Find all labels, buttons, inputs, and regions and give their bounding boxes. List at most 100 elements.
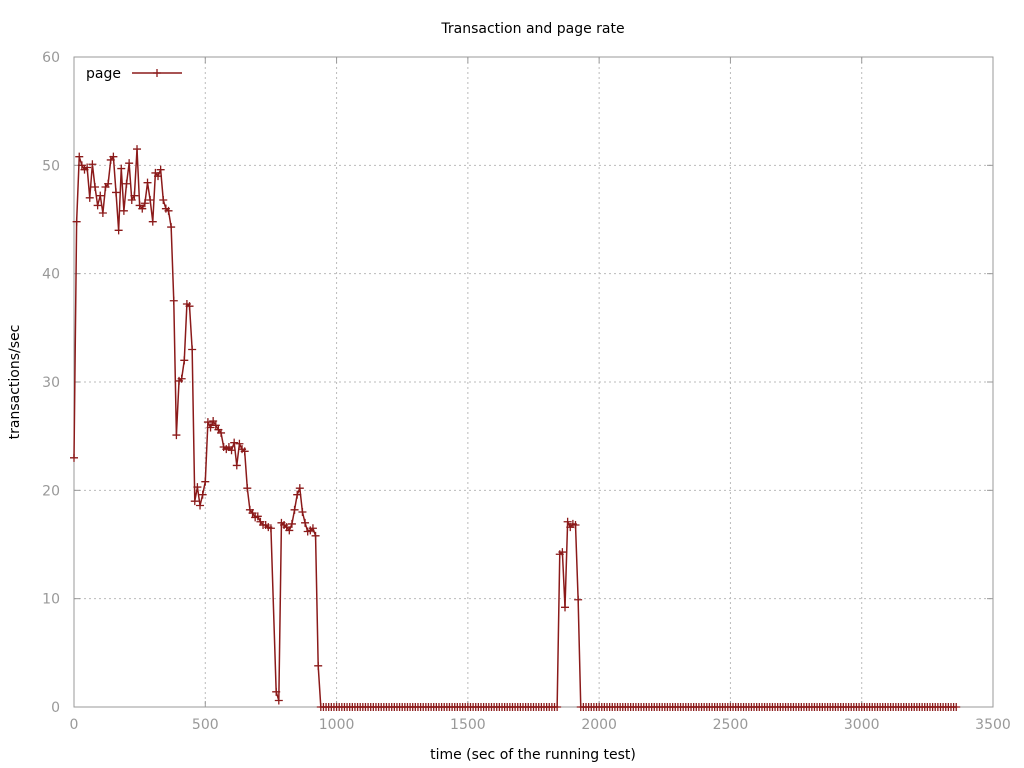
data-point <box>558 548 567 557</box>
data-point <box>119 206 128 215</box>
data-point <box>180 356 189 365</box>
data-point <box>112 188 121 197</box>
data-point <box>164 206 173 215</box>
data-point <box>311 531 320 540</box>
data-point <box>125 159 134 168</box>
data-point <box>140 199 149 208</box>
data-point <box>285 526 294 535</box>
legend-marker-page <box>153 69 161 77</box>
data-point <box>91 183 100 191</box>
data-point <box>561 603 570 612</box>
data-point <box>177 374 186 383</box>
data-point <box>211 421 220 430</box>
data-point <box>127 196 136 204</box>
data-point <box>198 490 207 499</box>
data-point <box>553 703 562 711</box>
data-point <box>227 446 236 455</box>
data-point <box>98 209 107 217</box>
data-point <box>574 595 583 604</box>
data-point <box>169 296 178 305</box>
data-point <box>209 417 218 425</box>
x-tick-label-3000: 3000 <box>844 717 880 733</box>
data-point <box>72 217 81 226</box>
y-tick-label-40: 40 <box>42 267 60 283</box>
series-layer <box>70 145 961 711</box>
data-point <box>146 196 155 204</box>
y-axis-title: transactions/sec <box>7 325 23 440</box>
data-point <box>232 461 241 470</box>
data-point <box>185 302 194 311</box>
data-point <box>193 483 202 492</box>
data-point <box>167 223 176 232</box>
data-point <box>77 161 86 170</box>
y-tick-label-60: 60 <box>42 50 60 66</box>
grid-layer <box>74 57 993 707</box>
data-point <box>295 484 304 493</box>
x-tick-label-1000: 1000 <box>319 717 355 733</box>
data-point <box>156 165 165 174</box>
data-point <box>235 439 244 448</box>
data-point <box>248 509 257 518</box>
data-point <box>217 428 226 437</box>
y-tick-label-20: 20 <box>42 483 60 499</box>
data-point <box>133 145 142 154</box>
data-point <box>93 201 102 210</box>
series-markers-page <box>70 145 961 711</box>
x-tick-label-500: 500 <box>192 717 219 733</box>
tick-labels-layer: 0 500 1000 1500 2000 2500 3000 3500 0 10 20 30 40 50 6… <box>42 50 1011 733</box>
data-point <box>130 191 139 200</box>
data-point <box>203 418 212 427</box>
legend-label-page: page <box>86 66 121 82</box>
data-point <box>143 178 152 187</box>
data-point <box>230 438 239 447</box>
chart-title: Transaction and page rate <box>440 21 624 37</box>
data-point <box>83 163 92 172</box>
y-tick-label-0: 0 <box>51 700 60 716</box>
y-tick-label-30: 30 <box>42 375 60 391</box>
data-point <box>293 490 302 499</box>
data-point <box>240 447 249 456</box>
data-point <box>201 477 210 486</box>
y-tick-label-10: 10 <box>42 592 60 608</box>
data-point <box>138 204 147 213</box>
x-tick-label-2500: 2500 <box>713 717 749 733</box>
data-point <box>272 687 281 696</box>
x-axis-title: time (sec of the running test) <box>430 747 636 763</box>
series-line-page <box>73 148 957 708</box>
data-point <box>159 196 168 204</box>
legend: page <box>86 66 182 82</box>
data-point <box>75 152 84 161</box>
data-point <box>70 453 78 462</box>
data-point <box>206 423 215 432</box>
data-point <box>172 431 181 440</box>
data-point <box>196 501 205 510</box>
data-point <box>308 524 317 533</box>
data-point <box>85 193 94 202</box>
data-point <box>122 179 131 188</box>
data-point <box>243 484 252 493</box>
data-point <box>314 661 323 670</box>
data-point <box>274 696 283 705</box>
x-tick-label-1500: 1500 <box>450 717 486 733</box>
data-point <box>266 524 275 533</box>
x-tick-label-0: 0 <box>70 717 79 733</box>
x-tick-label-3500: 3500 <box>975 717 1011 733</box>
data-point <box>253 512 262 521</box>
data-point <box>571 521 580 529</box>
data-point <box>117 164 126 173</box>
x-tick-label-2000: 2000 <box>581 717 617 733</box>
data-point <box>154 172 163 181</box>
data-point <box>88 160 97 169</box>
data-point <box>114 226 123 235</box>
data-point <box>290 505 299 514</box>
y-tick-label-50: 50 <box>42 158 60 174</box>
data-point <box>298 508 307 516</box>
data-point <box>109 152 118 161</box>
data-point <box>188 345 197 354</box>
data-point <box>287 519 296 528</box>
data-point <box>301 518 310 527</box>
data-point <box>952 703 961 711</box>
data-point <box>148 217 157 226</box>
